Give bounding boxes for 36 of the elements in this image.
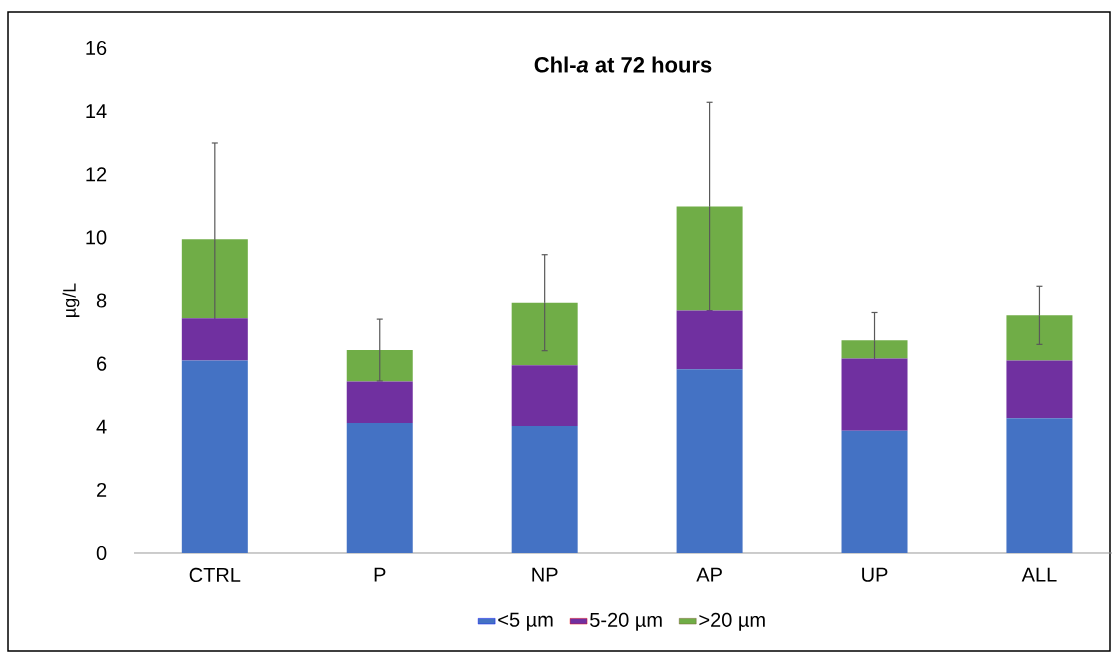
y-tick-label: 0 — [96, 545, 107, 561]
bar — [1006, 418, 1073, 553]
x-tick-label: P — [374, 567, 386, 582]
bar — [511, 426, 578, 553]
bar — [346, 350, 413, 382]
bar — [511, 365, 578, 427]
bar — [676, 369, 743, 553]
x-tick-label: CTRL — [189, 567, 241, 583]
bar — [346, 422, 413, 553]
bar — [1006, 315, 1073, 361]
chart-title: Chl-a at 72 hours — [534, 56, 712, 73]
bar — [346, 381, 413, 423]
bar — [676, 310, 743, 370]
legend-label: 5-20 µm — [590, 612, 662, 631]
legend-label: >20 µm — [699, 612, 765, 631]
y-tick-label: 14 — [86, 104, 107, 118]
legend-label: <5 µm — [498, 612, 553, 631]
bar — [1006, 360, 1073, 419]
x-tick-label: AP — [696, 567, 722, 582]
bar — [181, 239, 248, 319]
y-tick-label: 4 — [96, 419, 107, 434]
bar — [181, 360, 248, 553]
bar — [841, 340, 908, 359]
y-axis-title: µg/L — [62, 283, 80, 317]
bar — [841, 430, 908, 553]
y-tick-label: 6 — [97, 356, 107, 371]
y-tick-label: 10 — [86, 230, 107, 245]
y-tick-label: 16 — [86, 40, 107, 56]
y-tick-label: 8 — [96, 293, 107, 308]
y-tick-label: 12 — [86, 167, 107, 182]
x-tick-label: NP — [532, 567, 558, 582]
y-tick-label: 2 — [97, 482, 107, 497]
bar — [181, 318, 248, 361]
bar — [841, 358, 908, 431]
x-tick-label: UP — [862, 567, 888, 582]
x-tick-label: ALL — [1021, 567, 1057, 582]
